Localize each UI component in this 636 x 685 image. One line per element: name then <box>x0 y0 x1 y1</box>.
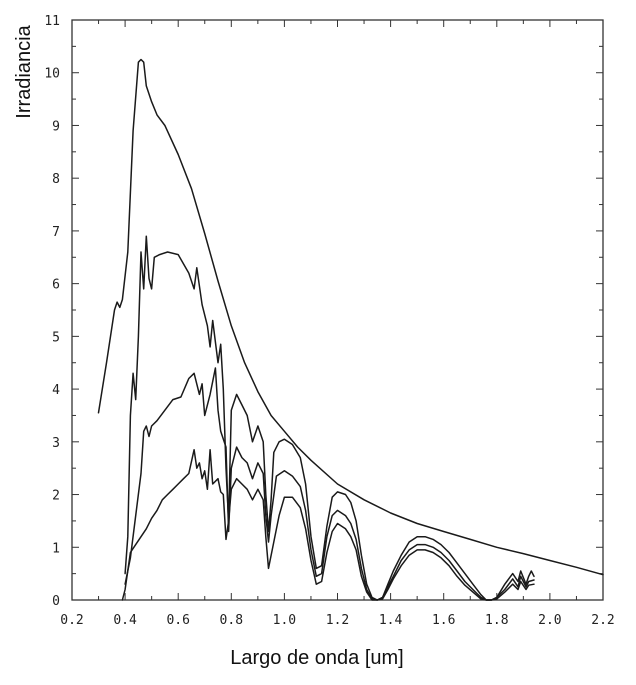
x-tick-label: 1.6 <box>432 613 455 628</box>
y-tick-label: 6 <box>52 278 60 293</box>
plot-frame <box>71 19 604 601</box>
curves <box>97 58 604 601</box>
y-tick-label: 4 <box>52 383 60 398</box>
x-tick-label: 0.2 <box>60 613 83 628</box>
y-tick-label: 5 <box>52 330 60 345</box>
y-axis-label: Irradiancia <box>13 24 35 118</box>
axes: 0.2 0.4 0.6 0.8 1.0 1.2 1.4 1.6 1.8 2.0 2.2 0 1 2 3 4 5 6… <box>44 14 614 628</box>
y-tick-label: 8 <box>52 172 60 187</box>
series-line-4 <box>121 448 535 601</box>
x-tick-label: 2.2 <box>591 613 614 628</box>
x-tick-label: 1.2 <box>326 613 349 628</box>
y-tick-label: 10 <box>44 67 60 82</box>
series-line-2 <box>124 235 535 601</box>
x-tick-label: 0.8 <box>220 613 243 628</box>
x-tick-label: 2.0 <box>538 613 561 628</box>
x-tick-label: 1.0 <box>273 613 296 628</box>
y-tick-label: 11 <box>44 14 60 29</box>
y-tick-label: 3 <box>52 436 60 451</box>
x-axis-label: Largo de onda [um] <box>230 647 403 669</box>
y-tick-label: 7 <box>52 225 60 240</box>
x-tick-label: 0.4 <box>113 613 137 628</box>
y-tick-label: 0 <box>52 594 60 609</box>
y-tick-label: 2 <box>52 489 60 504</box>
series-line-1 <box>97 58 604 576</box>
x-tick-label: 1.4 <box>379 613 403 628</box>
y-tick-label: 1 <box>52 541 60 556</box>
y-tick-label: 9 <box>52 119 60 134</box>
series-line-3 <box>124 367 535 601</box>
x-tick-label: 0.6 <box>166 613 189 628</box>
x-tick-label: 1.8 <box>485 613 508 628</box>
